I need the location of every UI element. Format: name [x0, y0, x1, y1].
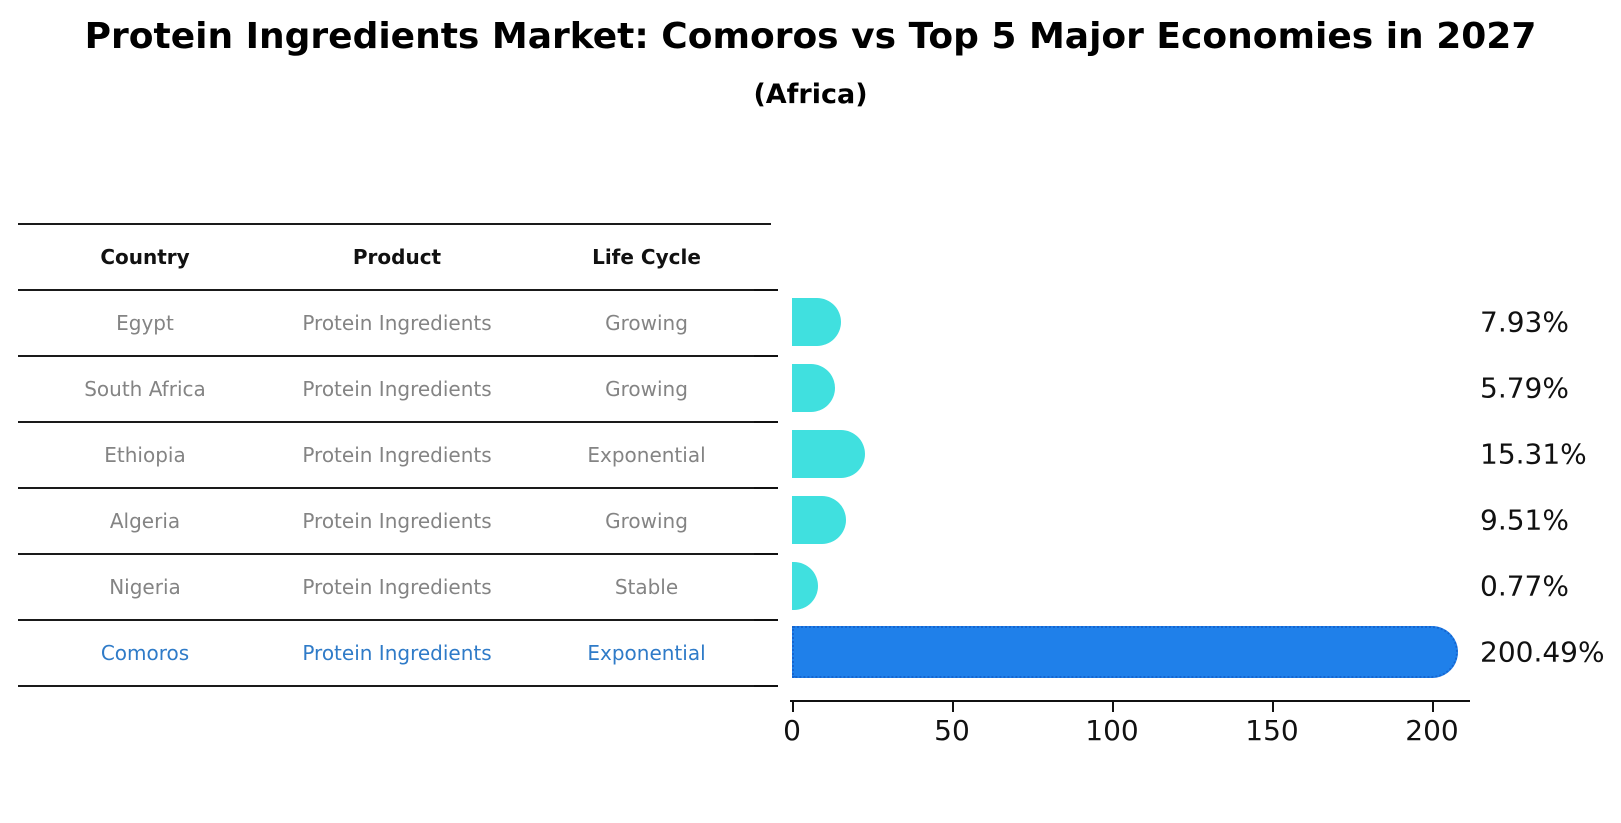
column-header-country: Country — [18, 223, 272, 290]
y-axis-tick — [754, 619, 778, 621]
value-label-egypt: 7.93% — [1480, 305, 1569, 339]
column-header-lifecycle: Life Cycle — [522, 223, 771, 290]
x-axis-line — [790, 700, 1470, 702]
cell-product: Protein Ingredients — [272, 553, 522, 620]
chart-subtitle: (Africa) — [753, 79, 868, 110]
cell-country: Egypt — [18, 289, 272, 356]
cell-product: Protein Ingredients — [272, 355, 522, 422]
cell-life-cycle: Growing — [522, 289, 771, 356]
y-axis-tick — [754, 355, 778, 357]
y-axis-tick — [754, 487, 778, 489]
bar-ethiopia — [792, 430, 865, 478]
cell-product: Protein Ingredients — [272, 487, 522, 554]
table-row: South Africa Protein Ingredients Growing — [18, 355, 771, 422]
cell-life-cycle: Exponential — [522, 619, 771, 687]
y-axis-tick — [754, 289, 778, 291]
x-axis-tick — [952, 702, 954, 712]
bar-comoros — [792, 626, 1458, 678]
bar-nigeria — [792, 562, 819, 610]
cell-country: Algeria — [18, 487, 272, 554]
x-axis-tick — [1272, 702, 1274, 712]
x-axis-tick-label: 200 — [1405, 714, 1459, 747]
value-label-nigeria: 0.77% — [1480, 569, 1569, 603]
x-axis-tick-label: 150 — [1245, 714, 1299, 747]
cell-product: Protein Ingredients — [272, 421, 522, 488]
cell-life-cycle: Growing — [522, 487, 771, 554]
bar-egypt — [792, 298, 842, 346]
cell-country: Comoros — [18, 619, 272, 687]
cell-life-cycle: Stable — [522, 553, 771, 620]
cell-country: South Africa — [18, 355, 272, 422]
table-row: Algeria Protein Ingredients Growing — [18, 487, 771, 554]
x-axis-tick — [1432, 702, 1434, 712]
cell-country: Nigeria — [18, 553, 272, 620]
x-axis-tick-label: 100 — [1085, 714, 1139, 747]
y-axis-tick — [754, 685, 778, 687]
x-axis-tick-label: 50 — [934, 714, 970, 747]
value-label-comoros: 200.49% — [1480, 635, 1605, 669]
value-label-ethiopia: 15.31% — [1480, 437, 1587, 471]
y-axis-tick — [754, 553, 778, 555]
table-header-row: Country Product Life Cycle — [18, 223, 771, 290]
table-row-highlight-comoros: Comoros Protein Ingredients Exponential — [18, 619, 771, 687]
cell-life-cycle: Growing — [522, 355, 771, 422]
x-axis-tick — [1112, 702, 1114, 712]
country-table: Country Product Life Cycle Egypt Protein… — [18, 223, 771, 687]
column-header-product: Product — [272, 223, 522, 290]
cell-life-cycle: Exponential — [522, 421, 771, 488]
x-axis-tick — [792, 702, 794, 712]
x-axis-tick-label: 0 — [783, 714, 801, 747]
table-row: Nigeria Protein Ingredients Stable — [18, 553, 771, 620]
value-label-algeria: 9.51% — [1480, 503, 1569, 537]
table-row: Ethiopia Protein Ingredients Exponential — [18, 421, 771, 488]
value-label-south-africa: 5.79% — [1480, 371, 1569, 405]
chart-title: Protein Ingredients Market: Comoros vs T… — [84, 16, 1537, 57]
table-row: Egypt Protein Ingredients Growing — [18, 289, 771, 356]
y-axis-tick — [754, 421, 778, 423]
cell-product: Protein Ingredients — [272, 289, 522, 356]
bar-algeria — [792, 496, 847, 544]
bar-south-africa — [792, 364, 835, 412]
cell-product: Protein Ingredients — [272, 619, 522, 687]
cell-country: Ethiopia — [18, 421, 272, 488]
